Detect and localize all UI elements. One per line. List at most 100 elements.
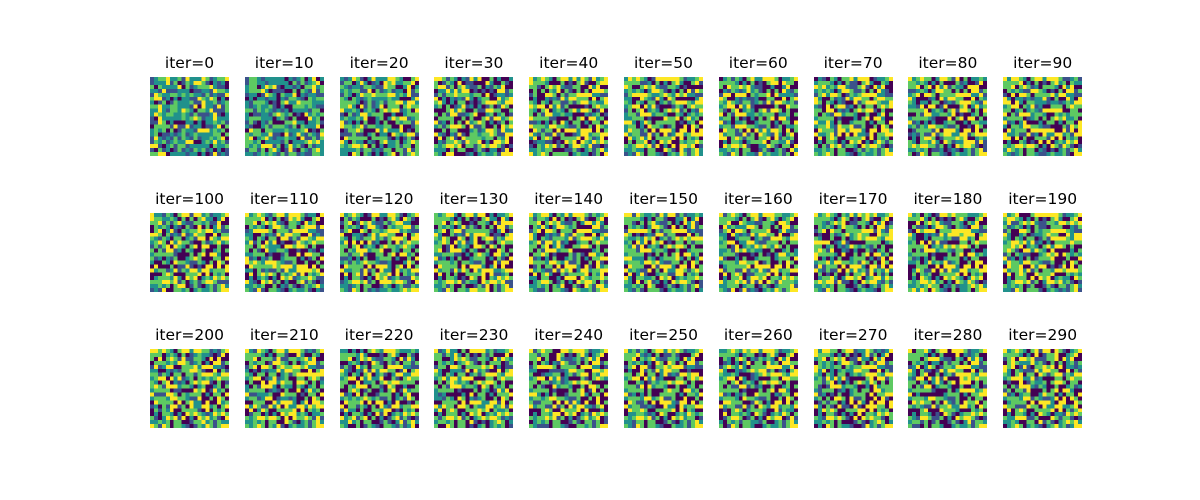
heatmap-cell (857, 88, 862, 93)
heatmap-cell (244, 104, 249, 109)
heatmap-cell (667, 124, 672, 129)
heatmap-cell (284, 213, 289, 217)
heatmap-cell (469, 128, 474, 133)
heatmap-cell (383, 116, 388, 121)
heatmap-cell (1030, 132, 1035, 137)
heatmap-cell (813, 77, 818, 81)
heatmap-cell (505, 112, 510, 117)
heatmap-cell (177, 232, 182, 237)
heatmap-cell (481, 104, 486, 109)
heatmap-cell (272, 77, 277, 81)
heatmap-cell (841, 77, 846, 81)
heatmap-cell (169, 100, 174, 105)
heatmap-cell (912, 84, 917, 89)
heatmap-cell (304, 252, 309, 257)
heatmap-cell (177, 228, 182, 233)
heatmap-cell (529, 92, 534, 97)
heatmap-cell (189, 256, 194, 261)
heatmap-cell (1054, 100, 1059, 105)
heatmap-cell (276, 252, 281, 257)
heatmap-cell (311, 104, 316, 109)
heatmap-cell (659, 120, 664, 125)
heatmap-cell (383, 152, 388, 156)
heatmap-cell (161, 256, 166, 261)
heatmap-cell (695, 108, 700, 113)
heatmap-cell (280, 144, 285, 149)
heatmap-cell (537, 140, 542, 145)
heatmap-cell (556, 112, 561, 117)
heatmap-cell (1015, 116, 1020, 121)
heatmap-cell (280, 264, 285, 269)
heatmap-cell (529, 84, 534, 89)
heatmap-cell (205, 268, 210, 273)
heatmap-cell (169, 256, 174, 261)
heatmap-cell (319, 224, 324, 229)
heatmap-cell (193, 84, 198, 89)
heatmap-cell (1046, 88, 1051, 93)
heatmap-cell (319, 276, 324, 281)
heatmap-cell (339, 84, 344, 89)
heatmap-cell (398, 232, 403, 237)
heatmap-cell (671, 80, 676, 85)
heatmap-cell (750, 140, 755, 145)
heatmap-cell (161, 220, 166, 225)
heatmap-cell (1030, 96, 1035, 101)
heatmap-cell (351, 136, 356, 141)
heatmap-cell (1018, 100, 1023, 105)
heatmap-cell (497, 88, 502, 93)
heatmap-cell (908, 100, 913, 105)
heatmap-cell (169, 77, 174, 81)
heatmap-cell (1062, 112, 1067, 117)
heatmap-cell (177, 132, 182, 137)
heatmap-cell (1018, 77, 1023, 81)
heatmap-cell (1011, 88, 1016, 93)
heatmap-cell (766, 112, 771, 117)
heatmap-cell (872, 136, 877, 141)
heatmap-cell (185, 120, 190, 125)
heatmap-cell (458, 77, 463, 81)
heatmap-cell (967, 128, 972, 133)
heatmap-cell (209, 77, 214, 81)
heatmap-cell (651, 84, 656, 89)
heatmap-cell (1074, 84, 1079, 89)
heatmap-cell (841, 132, 846, 137)
heatmap-cell (936, 84, 941, 89)
heatmap-cell (624, 100, 628, 105)
heatmap-cell (296, 152, 301, 156)
heatmap-cell (1003, 108, 1008, 113)
heatmap-cell (596, 80, 601, 85)
heatmap-cell (1062, 96, 1067, 101)
heatmap-cell (667, 132, 672, 137)
heatmap-cell (489, 92, 494, 97)
heatmap-cell (442, 128, 447, 133)
heatmap-cell (778, 84, 783, 89)
heatmap-cell (276, 213, 281, 217)
heatmap-cell (201, 236, 206, 241)
heatmap-cell (363, 92, 368, 97)
heatmap-cell (928, 88, 933, 93)
heatmap-cell (339, 80, 344, 85)
heatmap-cell (576, 120, 581, 125)
heatmap-cell (213, 256, 218, 261)
heatmap-cell (434, 96, 439, 101)
heatmap-cell (248, 260, 253, 265)
heatmap-cell (1007, 140, 1012, 145)
heatmap-cell (1066, 92, 1071, 97)
heatmap-cell (371, 220, 376, 225)
heatmap-cell (825, 84, 830, 89)
heatmap-cell (884, 80, 889, 85)
heatmap-cell (600, 80, 605, 85)
heatmap-cell (304, 216, 309, 221)
heatmap-cell (173, 128, 178, 133)
heatmap-cell (434, 128, 439, 133)
heatmap-cell (288, 100, 293, 105)
heatmap-cell (770, 144, 775, 149)
heatmap-cell (311, 280, 316, 285)
heatmap-cell (177, 256, 182, 261)
heatmap-cell (627, 136, 632, 141)
heatmap-cell (1022, 144, 1027, 149)
heatmap-cell (296, 252, 301, 257)
heatmap-cell (193, 244, 198, 249)
heatmap-cell (1042, 108, 1047, 113)
heatmap-cell (762, 136, 767, 141)
